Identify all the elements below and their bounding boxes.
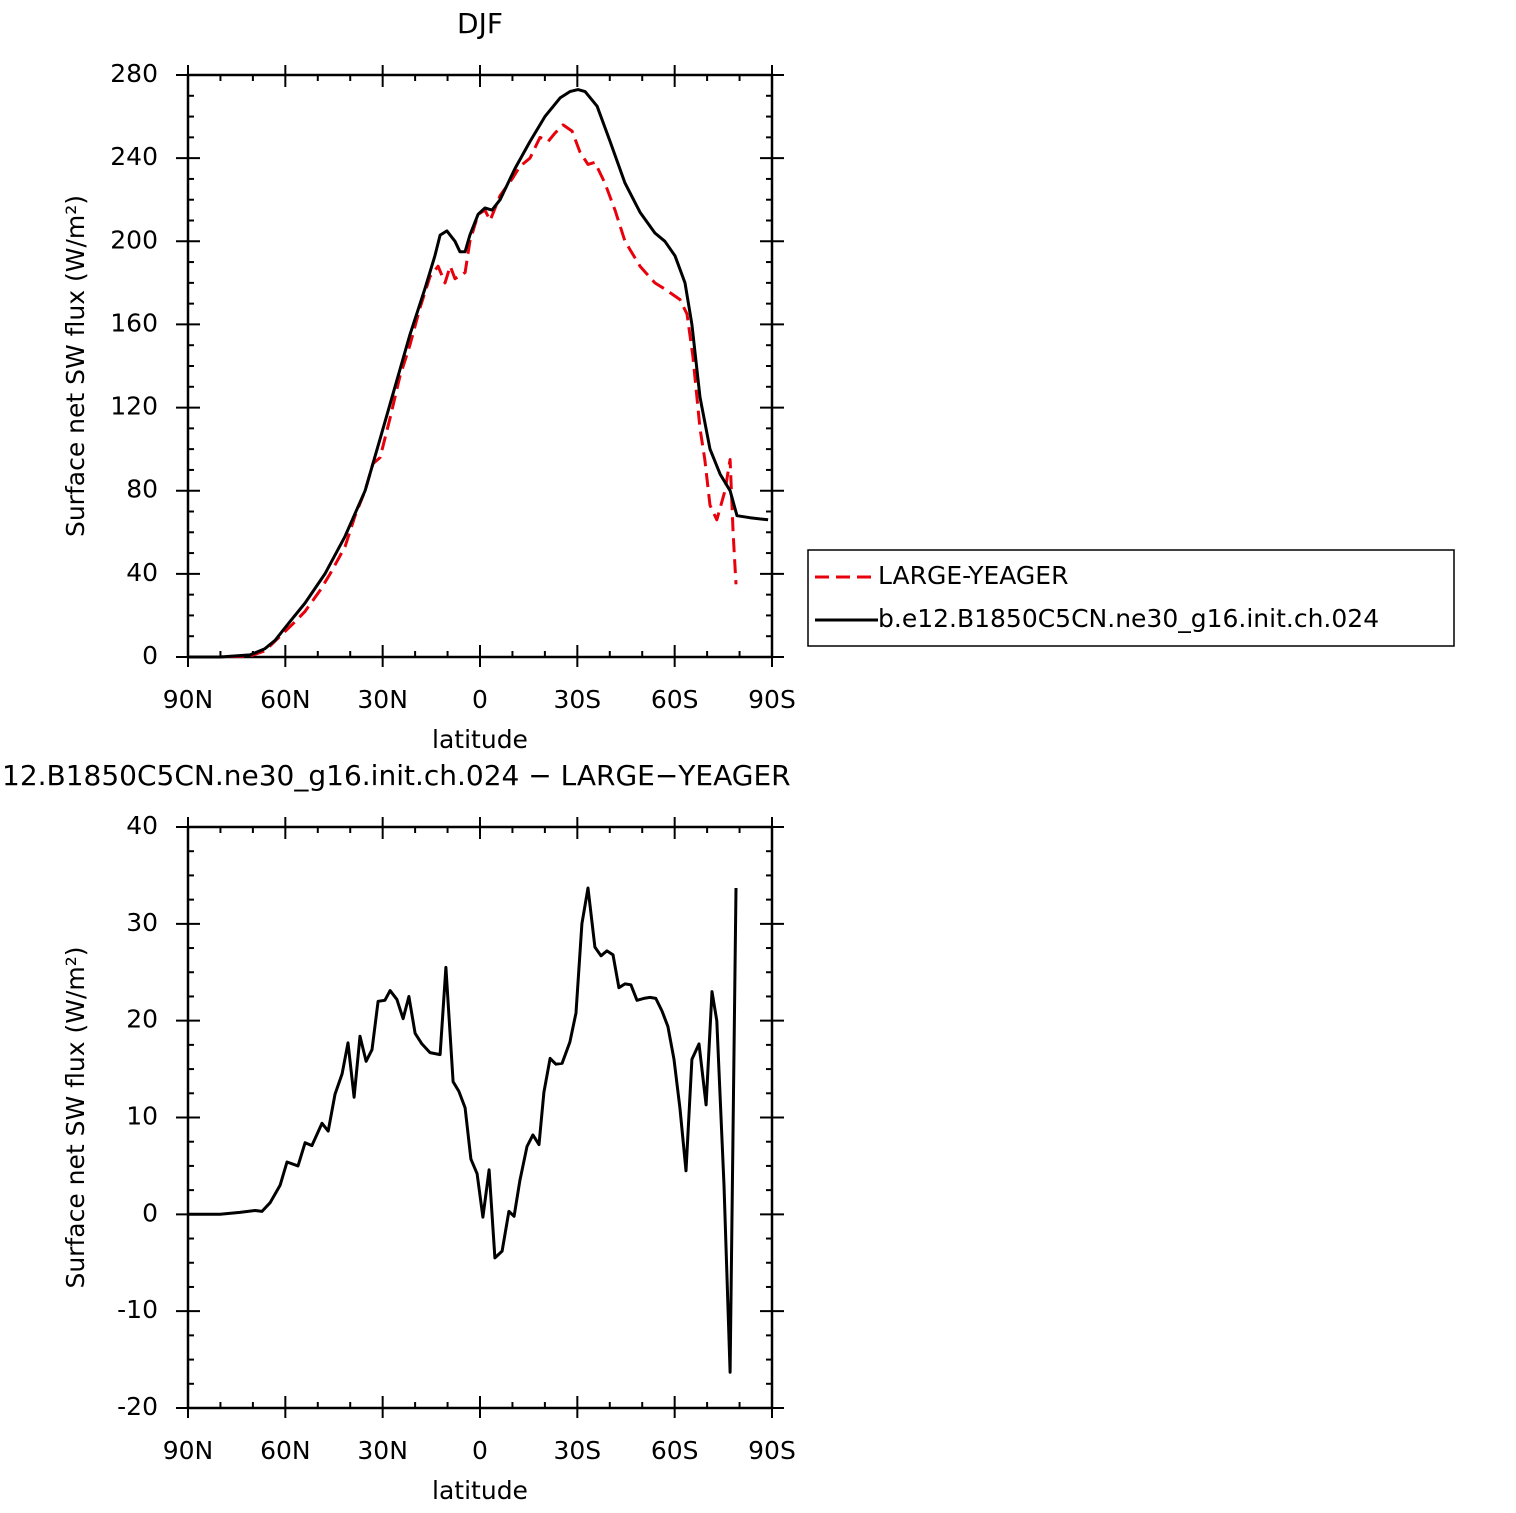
x-tick-label: 0: [472, 1436, 488, 1465]
x-tick-label: 60N: [260, 685, 311, 714]
legend-label: LARGE-YEAGER: [878, 561, 1068, 590]
x-tick-label: 90N: [163, 685, 214, 714]
chart-title: 12.B1850C5CN.ne30_g16.init.ch.024 − LARG…: [2, 759, 791, 792]
x-axis-label: latitude: [432, 725, 528, 754]
legend-box: [807, 549, 1455, 647]
x-axis-label: latitude: [432, 1476, 528, 1505]
y-tick-label: 30: [126, 908, 158, 937]
y-tick-label: 200: [110, 225, 158, 254]
x-tick-label: 60S: [651, 1436, 699, 1465]
plot-frame: [186, 73, 774, 659]
y-tick-label: -20: [117, 1392, 158, 1421]
x-tick-label: 90N: [163, 1436, 214, 1465]
x-tick-label: 60N: [260, 1436, 311, 1465]
x-tick-label: 30N: [357, 1436, 408, 1465]
y-tick-label: -10: [117, 1295, 158, 1324]
y-tick-label: 280: [110, 59, 158, 88]
y-tick-label: 0: [142, 641, 158, 670]
x-tick-label: 30S: [553, 1436, 601, 1465]
y-tick-label: 120: [110, 392, 158, 421]
line-series: [188, 123, 738, 659]
y-tick-label: 40: [126, 811, 158, 840]
chart-title: DJF: [457, 7, 503, 40]
x-tick-label: 0: [472, 685, 488, 714]
y-tick-label: 40: [126, 558, 158, 587]
x-tick-label: 90S: [748, 1436, 796, 1465]
legend-label: b.e12.B1850C5CN.ne30_g16.init.ch.024: [878, 604, 1379, 633]
line-series: [188, 88, 769, 659]
x-tick-label: 90S: [748, 685, 796, 714]
y-axis-label: Surface net SW flux (W/m²): [61, 946, 90, 1288]
y-tick-label: 240: [110, 142, 158, 171]
plot-frame: [186, 825, 774, 1410]
x-tick-label: 30S: [553, 685, 601, 714]
y-axis-label: Surface net SW flux (W/m²): [61, 195, 90, 537]
x-tick-label: 60S: [651, 685, 699, 714]
y-tick-label: 80: [126, 475, 158, 504]
y-tick-label: 20: [126, 1005, 158, 1034]
y-tick-label: 160: [110, 308, 158, 337]
line-series: [188, 886, 738, 1374]
y-tick-label: 10: [126, 1102, 158, 1131]
x-tick-label: 30N: [357, 685, 408, 714]
y-tick-label: 0: [142, 1198, 158, 1227]
